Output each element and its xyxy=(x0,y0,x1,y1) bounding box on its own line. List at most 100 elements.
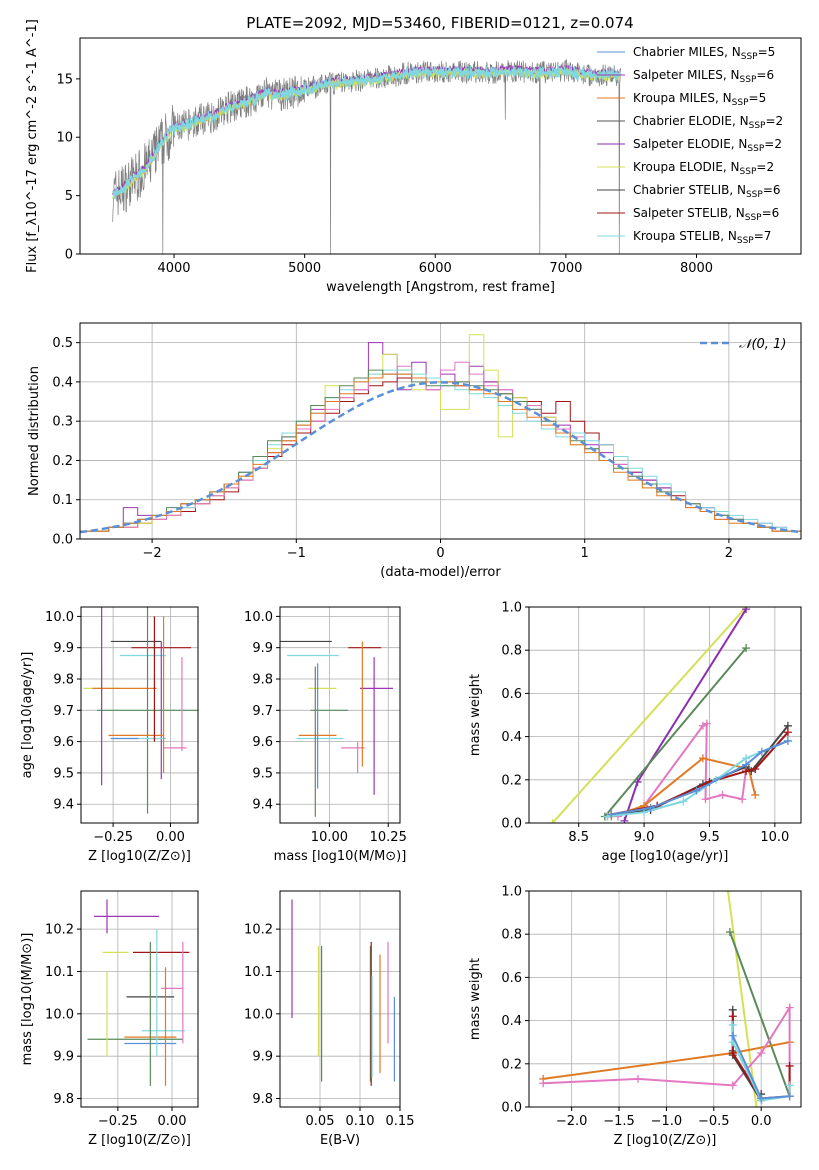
y-tick-label: 9.4 xyxy=(53,798,74,813)
y-tick-label: 10.2 xyxy=(244,923,273,938)
x-tick-label: 8000 xyxy=(680,261,713,276)
x-tick-label: 6000 xyxy=(419,261,452,276)
errorbar-point xyxy=(97,607,198,814)
weight-marker xyxy=(702,795,710,803)
x-tick-label: 9.5 xyxy=(699,830,720,845)
x-axis-label: Z [log10(Z/Z⊙)] xyxy=(614,1133,717,1148)
y-axis-label: Normed distribution xyxy=(27,366,42,496)
spectrum-legend: Chabrier MILES, NSSP=5 Salpeter MILES, NS… xyxy=(597,45,783,246)
model-line-a xyxy=(113,66,621,197)
legend-label: Salpeter ELODIE, NSSP=2 xyxy=(633,137,782,154)
panel-z_vs_mass: −0.25 0.00 9.8 9.9 10.0 10.1 10.2 Z [log10(Z/Z⊙… xyxy=(20,891,198,1148)
plot-area xyxy=(280,641,393,816)
x-tick-label: −2 xyxy=(143,546,162,561)
x-tick-label: −1 xyxy=(287,546,306,561)
y-axis-label: Flux [f_λ10^-17 erg cm^-2 s^-1 A^-1] xyxy=(25,19,40,273)
legend-label: Kroupa ELODIE, NSSP=2 xyxy=(633,160,774,177)
x-tick-label: 7000 xyxy=(549,261,582,276)
y-axis-label: mass weight xyxy=(468,958,483,1040)
y-tick-label: 10.0 xyxy=(45,1007,74,1022)
residual-legend: 𝒩(0, 1) xyxy=(700,337,786,352)
y-tick-label: 0 xyxy=(65,248,73,263)
y-tick-label: 9.9 xyxy=(252,641,273,656)
y-tick-label: 0.3 xyxy=(52,415,73,430)
y-tick-label: 9.8 xyxy=(53,1092,74,1107)
y-tick-label: 0.2 xyxy=(501,1057,522,1072)
weight-marker xyxy=(729,1021,737,1029)
x-tick-label: 0.0 xyxy=(751,1114,772,1129)
y-tick-label: 15 xyxy=(56,72,73,87)
axes-frame xyxy=(280,607,400,823)
x-tick-label: 4000 xyxy=(157,261,190,276)
y-tick-label: 9.8 xyxy=(252,1092,273,1107)
x-tick-label: −0.25 xyxy=(98,1114,138,1129)
y-tick-label: 9.4 xyxy=(252,798,273,813)
y-tick-label: 9.5 xyxy=(252,766,273,781)
x-axis-label: wavelength [Angstrom, rest frame] xyxy=(326,280,555,295)
x-tick-label: 10.0 xyxy=(760,830,789,845)
legend-label: Kroupa MILES, NSSP=5 xyxy=(633,91,766,108)
legend-label: Salpeter MILES, NSSP=6 xyxy=(633,68,774,85)
y-tick-label: 0.8 xyxy=(501,644,522,659)
weight-marker xyxy=(786,1092,794,1100)
weight-marker xyxy=(719,791,727,799)
figure-title: PLATE=2092, MJD=53460, FIBERID=0121, z=0… xyxy=(246,14,633,32)
legend-label: Salpeter STELIB, NSSP=6 xyxy=(633,206,779,223)
weight-marker xyxy=(751,791,759,799)
panel-ebv_vs_mass: 0.05 0.10 0.15 9.8 9.9 10.0 10.1 10.2 E(B-V) xyxy=(244,891,414,1148)
panel-mass_vs_age: 10.00 10.25 9.4 9.5 9.6 9.7 9.8 9.9 10.0 mass [lo… xyxy=(244,607,407,864)
y-tick-label: 9.5 xyxy=(53,766,74,781)
y-tick-label: 0.6 xyxy=(501,971,522,986)
legend-label: Chabrier ELODIE, NSSP=2 xyxy=(633,114,783,131)
x-axis-label: age [log10(age/yr)] xyxy=(602,849,729,864)
y-tick-label: 0.0 xyxy=(52,533,73,548)
legend-label: 𝒩(0, 1) xyxy=(739,337,786,352)
weight-marker xyxy=(729,1012,737,1020)
y-tick-label: 0.5 xyxy=(52,336,73,351)
legend-label: Chabrier MILES, NSSP=5 xyxy=(633,45,775,62)
y-tick-label: 9.8 xyxy=(53,673,74,688)
axes-frame xyxy=(280,891,400,1107)
y-tick-label: 10.0 xyxy=(244,1007,273,1022)
x-axis-label: mass [log10(M/M⊙)] xyxy=(274,849,407,864)
y-tick-label: 0.2 xyxy=(52,454,73,469)
y-tick-label: 9.9 xyxy=(53,641,74,656)
panel-z_vs_age: −0.25 0.00 9.4 9.5 9.6 9.7 9.8 9.9 10.0 Z [log10(… xyxy=(20,591,198,864)
y-tick-label: 1.0 xyxy=(501,601,522,616)
x-tick-label: 8.5 xyxy=(568,830,589,845)
x-tick-label: 10.00 xyxy=(311,830,348,845)
y-tick-label: 10.2 xyxy=(45,923,74,938)
y-tick-label: 9.9 xyxy=(53,1050,74,1065)
y-tick-label: 10.0 xyxy=(244,610,273,625)
weight-line-1 xyxy=(625,609,747,821)
y-tick-label: 0.0 xyxy=(501,817,522,832)
axes-frame xyxy=(529,607,801,823)
y-tick-label: 0.6 xyxy=(501,687,522,702)
x-tick-label: 10.25 xyxy=(370,830,407,845)
panel-z_vs_weight: −2.0 −1.5 −1.0 −0.5 0.00.00.20.40.60.81.0Z [… xyxy=(468,885,801,1149)
x-tick-label: 0.10 xyxy=(346,1114,375,1129)
axes-frame xyxy=(81,607,198,823)
weight-marker xyxy=(786,1062,794,1070)
weight-line-6 xyxy=(611,732,788,814)
x-tick-label: −1.5 xyxy=(603,1114,635,1129)
x-axis-label: Z [log10(Z/Z⊙)] xyxy=(88,1133,191,1148)
weight-marker xyxy=(634,1075,642,1083)
y-tick-label: 9.7 xyxy=(252,704,273,719)
y-axis-label: age [log10(age/yr)] xyxy=(20,652,35,779)
model-line-c xyxy=(113,67,621,199)
y-tick-label: 10.1 xyxy=(45,965,74,980)
x-axis-label: E(B-V) xyxy=(320,1133,360,1148)
x-axis-label: Z [log10(Z/Z⊙)] xyxy=(88,849,191,864)
y-tick-label: 9.6 xyxy=(53,735,74,750)
y-tick-label: 9.8 xyxy=(252,673,273,688)
legend-label: Chabrier STELIB, NSSP=6 xyxy=(633,183,781,200)
plot-area xyxy=(113,59,621,254)
y-tick-label: 0.4 xyxy=(501,1014,522,1029)
y-tick-label: 9.6 xyxy=(252,735,273,750)
x-tick-label: 0.00 xyxy=(158,1114,187,1129)
y-tick-label: 10.0 xyxy=(45,610,74,625)
y-tick-label: 0.0 xyxy=(501,1101,522,1116)
y-tick-label: 0.4 xyxy=(501,730,522,745)
y-tick-label: 0.4 xyxy=(52,375,73,390)
